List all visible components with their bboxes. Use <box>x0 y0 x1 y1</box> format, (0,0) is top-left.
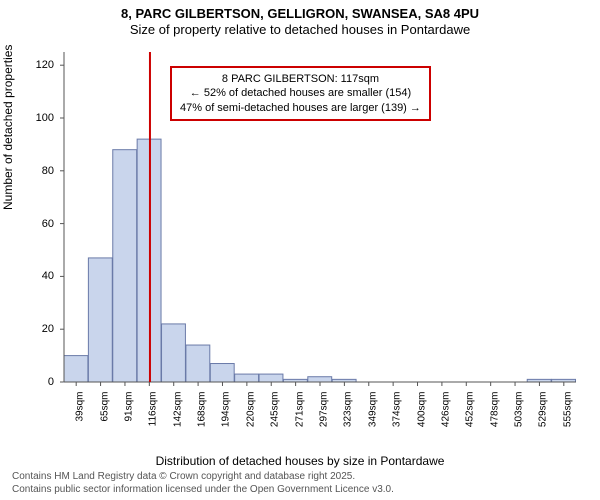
x-tick-label: 65sqm <box>99 392 110 422</box>
histogram-bar <box>235 374 259 382</box>
x-tick-label: 39sqm <box>75 392 86 422</box>
x-tick-label: 503sqm <box>514 392 525 428</box>
x-tick-label: 323sqm <box>343 392 354 428</box>
x-tick-label: 426sqm <box>440 392 451 428</box>
histogram-bar <box>64 356 88 382</box>
x-tick-label: 116sqm <box>148 392 159 427</box>
y-tick-label: 0 <box>48 376 54 388</box>
x-tick-label: 271sqm <box>294 392 305 428</box>
histogram-bar <box>259 374 283 382</box>
callout-line-2: ← 52% of detached houses are smaller (15… <box>180 86 421 100</box>
x-tick-label: 91sqm <box>123 392 134 422</box>
histogram-bar <box>162 324 186 382</box>
footer-line-2: Contains public sector information licen… <box>12 484 394 497</box>
page-title: 8, PARC GILBERTSON, GELLIGRON, SWANSEA, … <box>0 0 600 22</box>
x-tick-label: 400sqm <box>416 392 427 428</box>
footer-line-1: Contains HM Land Registry data © Crown c… <box>12 471 394 484</box>
chart-plot-area: 8 PARC GILBERTSON: 117sqm ← 52% of detac… <box>60 52 580 382</box>
x-tick-label: 142sqm <box>172 392 183 428</box>
histogram-bar <box>308 377 332 382</box>
histogram-bar <box>186 345 210 382</box>
license-footer: Contains HM Land Registry data © Crown c… <box>12 471 394 496</box>
callout-line-3: 47% of semi-detached houses are larger (… <box>180 101 421 115</box>
y-axis-label: Number of detached properties <box>1 45 15 210</box>
page-subtitle: Size of property relative to detached ho… <box>0 22 600 38</box>
x-tick-label: 478sqm <box>489 392 500 428</box>
y-tick-label: 60 <box>42 218 54 230</box>
histogram-bar <box>88 258 112 382</box>
x-tick-label: 194sqm <box>221 392 232 428</box>
x-tick-label: 245sqm <box>270 392 281 428</box>
x-axis-label: Distribution of detached houses by size … <box>0 454 600 468</box>
x-tick-label: 220sqm <box>245 392 256 428</box>
y-tick-label: 120 <box>36 59 54 71</box>
y-tick-label: 100 <box>36 112 54 124</box>
x-tick-label: 374sqm <box>392 392 403 428</box>
annotation-callout: 8 PARC GILBERTSON: 117sqm ← 52% of detac… <box>170 66 431 121</box>
histogram-bar <box>210 364 234 382</box>
y-tick-label: 40 <box>42 270 54 282</box>
x-tick-label: 529sqm <box>538 392 549 428</box>
x-tick-label: 297sqm <box>319 392 330 428</box>
x-tick-label: 555sqm <box>562 392 573 428</box>
y-tick-label: 80 <box>42 165 54 177</box>
y-tick-label: 20 <box>42 323 54 335</box>
x-tick-label: 452sqm <box>465 392 476 428</box>
histogram-bar <box>113 150 137 382</box>
callout-line-1: 8 PARC GILBERTSON: 117sqm <box>180 72 421 86</box>
x-tick-label: 168sqm <box>197 392 208 428</box>
x-tick-label: 349sqm <box>367 392 378 428</box>
